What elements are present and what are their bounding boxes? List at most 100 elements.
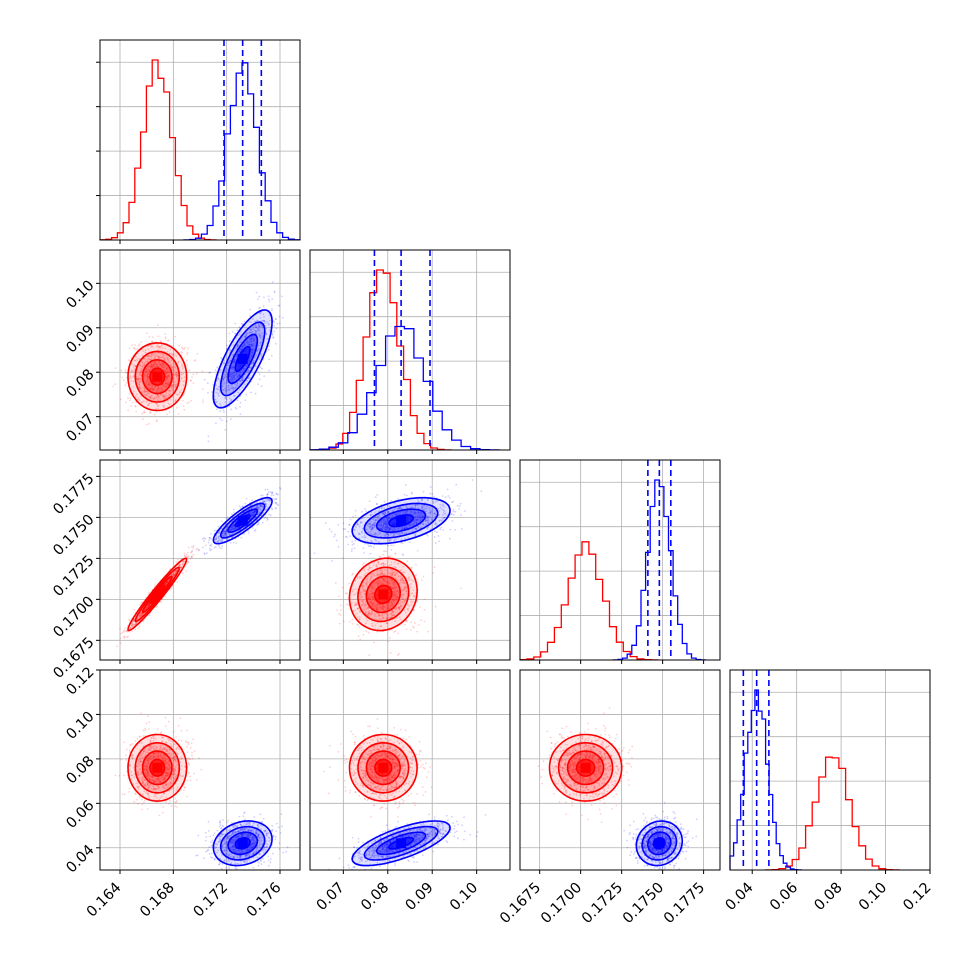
scatter-point — [165, 375, 168, 377]
scatter-point — [130, 624, 133, 627]
scatter-point — [250, 337, 253, 340]
density-peak — [237, 515, 248, 526]
scatter-point — [388, 572, 391, 575]
scatter-point — [387, 581, 390, 584]
scatter-point — [245, 333, 247, 336]
scatter-point — [172, 574, 174, 576]
scatter-point — [232, 344, 235, 346]
scatter-point — [232, 372, 235, 374]
scatter-point — [112, 385, 115, 388]
scatter-point — [163, 383, 166, 385]
scatter-point — [408, 579, 411, 582]
scatter-point — [168, 382, 170, 385]
scatter-point — [218, 535, 221, 537]
scatter-point — [189, 379, 192, 382]
scatter-point — [160, 352, 162, 355]
panel-2-0 — [100, 460, 300, 660]
scatter-point — [268, 345, 270, 348]
scatter-point — [274, 318, 277, 321]
scatter-point — [233, 374, 236, 377]
scatter-point — [143, 410, 146, 413]
scatter-point — [358, 626, 361, 628]
scatter-point — [239, 348, 242, 350]
scatter-point — [268, 499, 271, 502]
scatter-point — [210, 391, 213, 393]
scatter-point — [239, 413, 242, 415]
scatter-point — [386, 607, 389, 610]
scatter-point — [148, 380, 151, 383]
scatter-point — [427, 630, 430, 633]
scatter-point — [413, 609, 415, 612]
scatter-point — [230, 399, 233, 401]
scatter-point — [382, 553, 384, 556]
scatter-point — [193, 360, 196, 362]
scatter-point — [267, 499, 269, 501]
scatter-point — [132, 385, 135, 388]
scatter-point — [227, 364, 230, 367]
scatter-point — [228, 533, 231, 536]
panel-2-2 — [520, 460, 720, 660]
scatter-point — [252, 340, 255, 342]
scatter-point — [161, 395, 164, 398]
scatter-point — [149, 368, 152, 371]
scatter-point — [140, 613, 143, 616]
scatter-point — [143, 363, 146, 365]
scatter-point — [235, 372, 238, 375]
scatter-point — [419, 606, 421, 608]
contour-line — [127, 342, 188, 412]
scatter-point — [164, 397, 167, 400]
scatter-point — [240, 330, 242, 333]
scatter-point — [191, 556, 193, 558]
scatter-point — [393, 561, 396, 563]
scatter-point — [148, 402, 151, 405]
scatter-point — [260, 341, 262, 344]
scatter-point — [248, 331, 251, 334]
scatter-point — [146, 373, 149, 376]
scatter-point — [169, 398, 172, 401]
scatter-point — [224, 385, 227, 387]
scatter-point — [244, 336, 247, 338]
scatter-point — [154, 396, 156, 399]
scatter-point — [226, 389, 229, 392]
scatter-point — [381, 577, 384, 580]
density-peak — [152, 371, 163, 382]
scatter-point — [342, 620, 345, 623]
scatter-point — [160, 600, 162, 603]
scatter-point — [243, 367, 246, 369]
scatter-point — [264, 488, 267, 491]
scatter-point — [224, 530, 226, 533]
scatter-point — [157, 356, 160, 359]
scatter-point — [377, 614, 380, 617]
scatter-point — [140, 401, 143, 404]
scatter-point — [382, 578, 385, 580]
scatter-point — [182, 405, 185, 408]
scatter-point — [177, 361, 180, 364]
scatter-point — [369, 586, 372, 589]
scatter-point — [382, 583, 385, 585]
scatter-point — [148, 384, 150, 387]
scatter-point — [186, 555, 189, 557]
scatter-point — [254, 528, 257, 531]
scatter-point — [166, 356, 169, 359]
scatter-point — [161, 362, 164, 365]
scatter-point — [216, 408, 219, 411]
scatter-point — [207, 440, 210, 443]
scatter-point — [165, 368, 168, 370]
scatter-point — [245, 333, 248, 336]
scatter-point — [180, 346, 183, 349]
scatter-point — [132, 623, 135, 626]
scatter-point — [261, 521, 264, 524]
scatter-point — [245, 371, 248, 374]
scatter-point — [233, 371, 236, 374]
scatter-point — [171, 365, 173, 368]
scatter-point — [166, 367, 168, 370]
scatter-point — [180, 376, 183, 379]
scatter-point — [139, 378, 142, 380]
scatter-point — [390, 549, 393, 551]
scatter-point — [358, 575, 361, 578]
scatter-point — [257, 325, 260, 328]
scatter-point — [129, 399, 131, 402]
scatter-point — [149, 395, 152, 398]
scatter-point — [142, 390, 145, 393]
scatter-point — [252, 343, 255, 345]
